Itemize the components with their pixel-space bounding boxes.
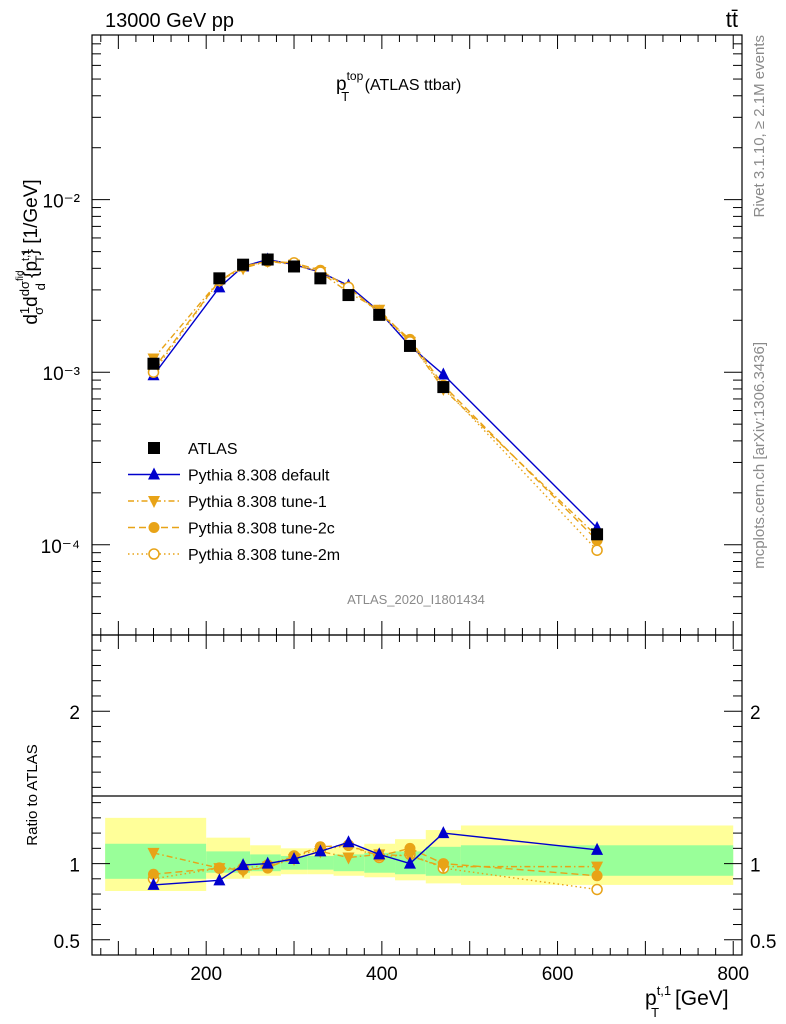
data-point [237,858,250,871]
ratio-y-tick-label-left: 0.5 [54,932,80,953]
y-tick-label: 10⁻³ [43,364,81,385]
data-point [403,856,416,869]
data-point [591,883,603,896]
data-point [148,467,160,480]
data-point [342,835,355,848]
data-point [591,528,604,541]
header-energy-label: 13000 GeV pp [105,10,234,32]
ratio-y-tick-label-left: 1 [69,856,80,877]
x-axis-label: pt,1 T [GeV] [645,983,729,1020]
ratio-y-tick-label-left: 2 [69,703,80,724]
main-series-line [152,258,598,529]
axis-tick-labels: 200 400 600 800 10⁻⁴ 10⁻³ 10⁻² 0.5 0.5 1 1 2 2 [41,192,777,985]
data-point [437,826,450,839]
y-tick-label: 10⁻² [43,192,81,213]
header-process-label: tt̄ [726,7,738,32]
data-point [314,272,327,285]
x-tick-label: 200 [190,964,222,985]
data-point [288,260,301,273]
data-point [288,852,301,864]
data-point [147,357,160,370]
main-plot-frame [91,34,743,636]
legend-label: Pythia 8.308 tune-2c [188,521,335,538]
data-point [237,258,250,271]
y-tick-label: 10⁻⁴ [41,537,80,558]
data-point [403,339,416,352]
data-point [213,863,226,876]
ratio-series-group [147,826,604,896]
analysis-id-label: ATLAS_2020_I1801434 [347,592,485,607]
data-point [342,289,355,302]
band-inner-bin [307,855,334,870]
data-point [591,870,603,882]
ratio-plot-frame [91,634,743,956]
main-series-line [152,260,598,551]
ratio-y-tick-label-right: 2 [750,703,761,724]
x-tick-label: 400 [366,964,398,985]
legend: ATLAS Pythia 8.308 default Pythia 8.308 tu… [128,441,340,564]
data-point [342,852,355,865]
mcplots-reference-label: mcplots.cern.ch [arXiv:1306.3436] [751,342,768,569]
data-point [148,548,160,560]
data-point [148,522,160,533]
data-point [147,868,159,880]
legend-label: Pythia 8.308 tune-1 [188,494,327,511]
x-tick-label: 800 [717,964,749,985]
legend-label: ATLAS [188,441,238,458]
data-point [147,847,160,860]
data-point [314,844,327,857]
data-point [373,847,386,860]
data-point [148,496,160,508]
data-point [213,873,226,886]
legend-label: Pythia 8.308 tune-2m [188,547,340,564]
main-series-group [147,252,604,556]
data-point [213,272,226,285]
rivet-version-label: Rivet 3.1.10, ≥ 2.1M events [751,35,768,218]
data-point [373,308,386,321]
axis-ticks [92,34,742,955]
data-point [148,442,160,454]
data-point [261,253,274,266]
data-point [437,381,450,394]
x-tick-label: 600 [542,964,574,985]
main-series [147,253,604,541]
data-point [437,861,450,874]
plot-title: ptop T (ATLAS ttbar) [336,69,461,104]
data-point [147,877,160,890]
ratio-series [147,826,604,890]
ratio-y-tick-label-right: 0.5 [750,932,776,953]
ratio-y-axis-label: Ratio to ATLAS [24,744,41,845]
legend-label: Pythia 8.308 default [188,468,330,485]
data-point [261,856,274,869]
data-point [437,367,450,380]
data-point [591,544,603,556]
data-point [591,842,604,855]
data-point [591,861,604,874]
main-series [147,252,604,534]
ratio-y-tick-label-right: 1 [750,856,761,877]
